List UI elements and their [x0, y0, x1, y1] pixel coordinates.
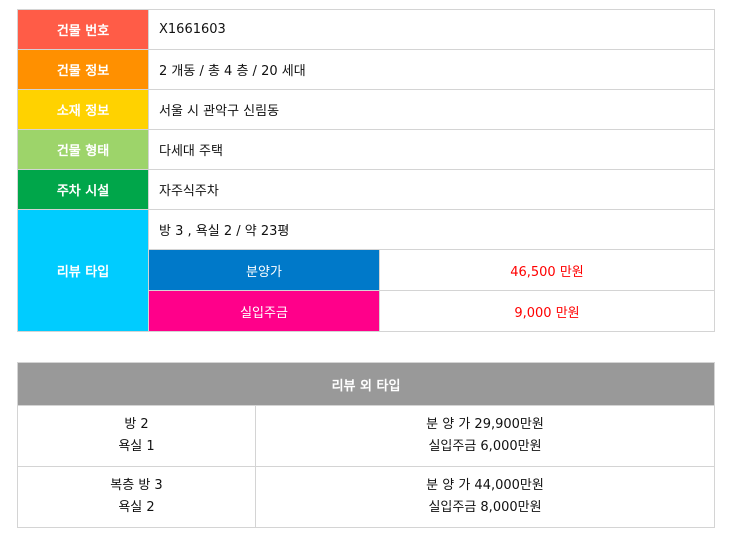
value: 서울 시 관악구 신림동	[148, 89, 715, 130]
table-row: 복층 방 3 욕실 2 분 양 가 44,000만원 실입주금 8,000만원	[17, 466, 715, 528]
row-price: 분양가 46,500 만원	[18, 249, 715, 291]
other-types-table: 리뷰 외 타입 방 2 욕실 1 분 양 가 29,900만원 실입주금 6,000…	[17, 362, 715, 528]
row-building-type: 건물 형태 다세대 주택	[17, 129, 715, 170]
row-building-info: 건물 정보 2 개동 / 총 4 층 / 20 세대	[17, 49, 715, 90]
value: 자주식주차	[148, 169, 715, 210]
row-review-type: 리뷰 타입 방 3 , 욕실 2 / 약 23평	[17, 209, 715, 332]
row-deposit: 실입주금 9,000 만원	[18, 290, 715, 332]
row-location: 소재 정보 서울 시 관악구 신림동	[17, 89, 715, 130]
type-cell: 복층 방 3 욕실 2	[17, 466, 256, 528]
type-cell: 방 2 욕실 1	[17, 405, 256, 467]
price-label: 분양가	[149, 250, 379, 290]
label: 건물 번호	[17, 9, 149, 50]
value: 방 3 , 욕실 2 / 약 23평	[148, 209, 715, 250]
label: 리뷰 타입	[17, 209, 149, 332]
label: 주차 시설	[17, 169, 149, 210]
label: 건물 정보	[17, 49, 149, 90]
price-value: 46,500 만원	[379, 250, 714, 290]
value: 2 개동 / 총 4 층 / 20 세대	[148, 49, 715, 90]
row-parking: 주차 시설 자주식주차	[17, 169, 715, 210]
building-info-table: 건물 번호 X1661603 건물 정보 2 개동 / 총 4 층 / 20 세대 …	[17, 9, 715, 332]
price-cell: 분 양 가 29,900만원 실입주금 6,000만원	[255, 405, 715, 467]
price-cell: 분 양 가 44,000만원 실입주금 8,000만원	[255, 466, 715, 528]
deposit-value: 9,000 만원	[379, 291, 714, 331]
table-row: 방 2 욕실 1 분 양 가 29,900만원 실입주금 6,000만원	[17, 405, 715, 467]
label: 건물 형태	[17, 129, 149, 170]
value: X1661603	[148, 9, 715, 50]
deposit-label: 실입주금	[149, 291, 379, 331]
label: 소재 정보	[17, 89, 149, 130]
table-header: 리뷰 외 타입	[17, 362, 715, 406]
row-building-number: 건물 번호 X1661603	[17, 9, 715, 50]
value: 다세대 주택	[148, 129, 715, 170]
